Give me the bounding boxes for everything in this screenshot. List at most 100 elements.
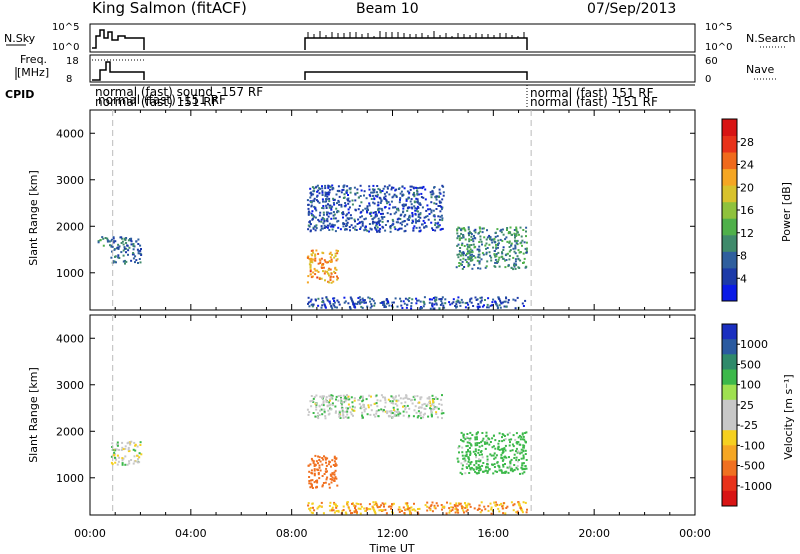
data-cell bbox=[466, 301, 469, 304]
data-cell bbox=[137, 458, 139, 461]
data-cell bbox=[102, 237, 105, 240]
data-cell bbox=[348, 200, 351, 203]
data-cell bbox=[474, 444, 477, 447]
data-cell bbox=[495, 255, 498, 258]
data-cell bbox=[523, 468, 526, 471]
data-cell bbox=[521, 244, 523, 247]
data-cell bbox=[523, 444, 526, 447]
data-cell bbox=[307, 275, 310, 278]
data-cell bbox=[518, 251, 521, 254]
data-cell bbox=[494, 456, 497, 459]
data-cell bbox=[349, 306, 352, 309]
data-cell bbox=[351, 512, 354, 514]
data-cell bbox=[310, 201, 313, 203]
data-cell bbox=[398, 511, 401, 513]
data-cell bbox=[468, 238, 471, 241]
date-title: 07/Sep/2013 bbox=[587, 1, 676, 17]
data-cell bbox=[318, 405, 321, 408]
data-cell bbox=[405, 199, 408, 202]
station-title: King Salmon (fitACF) bbox=[92, 0, 247, 17]
data-cell bbox=[372, 201, 375, 204]
data-cell bbox=[359, 226, 362, 229]
colorbar-tick-label: -500 bbox=[740, 460, 765, 473]
data-cell bbox=[361, 306, 364, 309]
data-cell bbox=[399, 397, 402, 400]
data-cell bbox=[101, 236, 104, 239]
data-cell bbox=[332, 303, 335, 306]
colorbar-tick-label: 28 bbox=[740, 136, 754, 149]
data-cell bbox=[516, 255, 519, 258]
data-cell bbox=[477, 303, 480, 306]
data-cell bbox=[385, 302, 388, 305]
data-cell bbox=[372, 217, 375, 220]
data-cell bbox=[464, 438, 467, 441]
data-cell bbox=[380, 207, 383, 210]
data-cell bbox=[491, 437, 494, 440]
data-cell bbox=[111, 463, 114, 466]
data-cell bbox=[426, 501, 429, 504]
data-cell bbox=[440, 504, 443, 506]
data-cell bbox=[338, 413, 341, 416]
data-cell bbox=[328, 260, 331, 262]
data-cell bbox=[400, 300, 403, 303]
data-cell bbox=[470, 239, 473, 241]
data-cell bbox=[422, 185, 425, 188]
data-cell bbox=[436, 222, 439, 225]
data-cell bbox=[310, 457, 313, 460]
data-cell bbox=[367, 507, 370, 510]
data-cell bbox=[344, 511, 347, 514]
data-cell bbox=[478, 504, 481, 507]
data-cell bbox=[514, 246, 517, 249]
data-cell bbox=[317, 472, 320, 474]
data-cell bbox=[440, 214, 443, 217]
data-cell bbox=[367, 404, 370, 407]
data-cell bbox=[343, 296, 346, 299]
data-cell bbox=[318, 466, 321, 469]
data-cell bbox=[417, 210, 419, 213]
data-cell bbox=[322, 266, 325, 269]
power-data-layer bbox=[97, 184, 528, 310]
data-cell bbox=[513, 232, 516, 235]
data-cell bbox=[489, 236, 492, 239]
data-cell bbox=[318, 276, 321, 279]
data-cell bbox=[456, 504, 459, 507]
data-cell bbox=[467, 250, 469, 253]
colorbar-tick-label: 500 bbox=[740, 358, 761, 371]
data-cell bbox=[504, 259, 507, 262]
data-cell bbox=[514, 244, 517, 247]
data-cell bbox=[329, 403, 332, 406]
data-cell bbox=[319, 229, 322, 232]
data-cell bbox=[413, 193, 416, 196]
data-cell bbox=[467, 303, 470, 306]
data-cell bbox=[116, 443, 119, 446]
data-cell bbox=[325, 471, 328, 473]
data-cell bbox=[408, 214, 411, 217]
data-cell bbox=[461, 439, 464, 442]
data-cell bbox=[309, 187, 312, 190]
cpid-entry-left-1: normal (fast) 151 RF bbox=[95, 95, 219, 109]
data-cell bbox=[489, 441, 492, 443]
data-cell bbox=[322, 458, 325, 461]
data-cell bbox=[501, 471, 504, 474]
data-cell bbox=[370, 228, 373, 231]
data-cell bbox=[491, 304, 494, 307]
data-cell bbox=[432, 297, 435, 299]
data-cell bbox=[485, 251, 488, 254]
data-cell bbox=[413, 201, 416, 204]
data-cell bbox=[322, 404, 325, 407]
data-cell bbox=[312, 227, 315, 230]
data-cell bbox=[342, 225, 345, 228]
data-cell bbox=[317, 469, 320, 472]
data-cell bbox=[512, 247, 515, 250]
data-cell bbox=[316, 269, 319, 272]
data-cell bbox=[344, 415, 347, 418]
data-cell bbox=[419, 213, 422, 216]
data-cell bbox=[456, 244, 459, 247]
data-cell bbox=[520, 457, 523, 460]
data-cell bbox=[328, 197, 331, 200]
data-cell bbox=[457, 243, 460, 246]
data-cell bbox=[345, 191, 348, 194]
data-cell bbox=[431, 403, 434, 406]
data-cell bbox=[465, 254, 467, 257]
data-cell bbox=[470, 466, 473, 469]
